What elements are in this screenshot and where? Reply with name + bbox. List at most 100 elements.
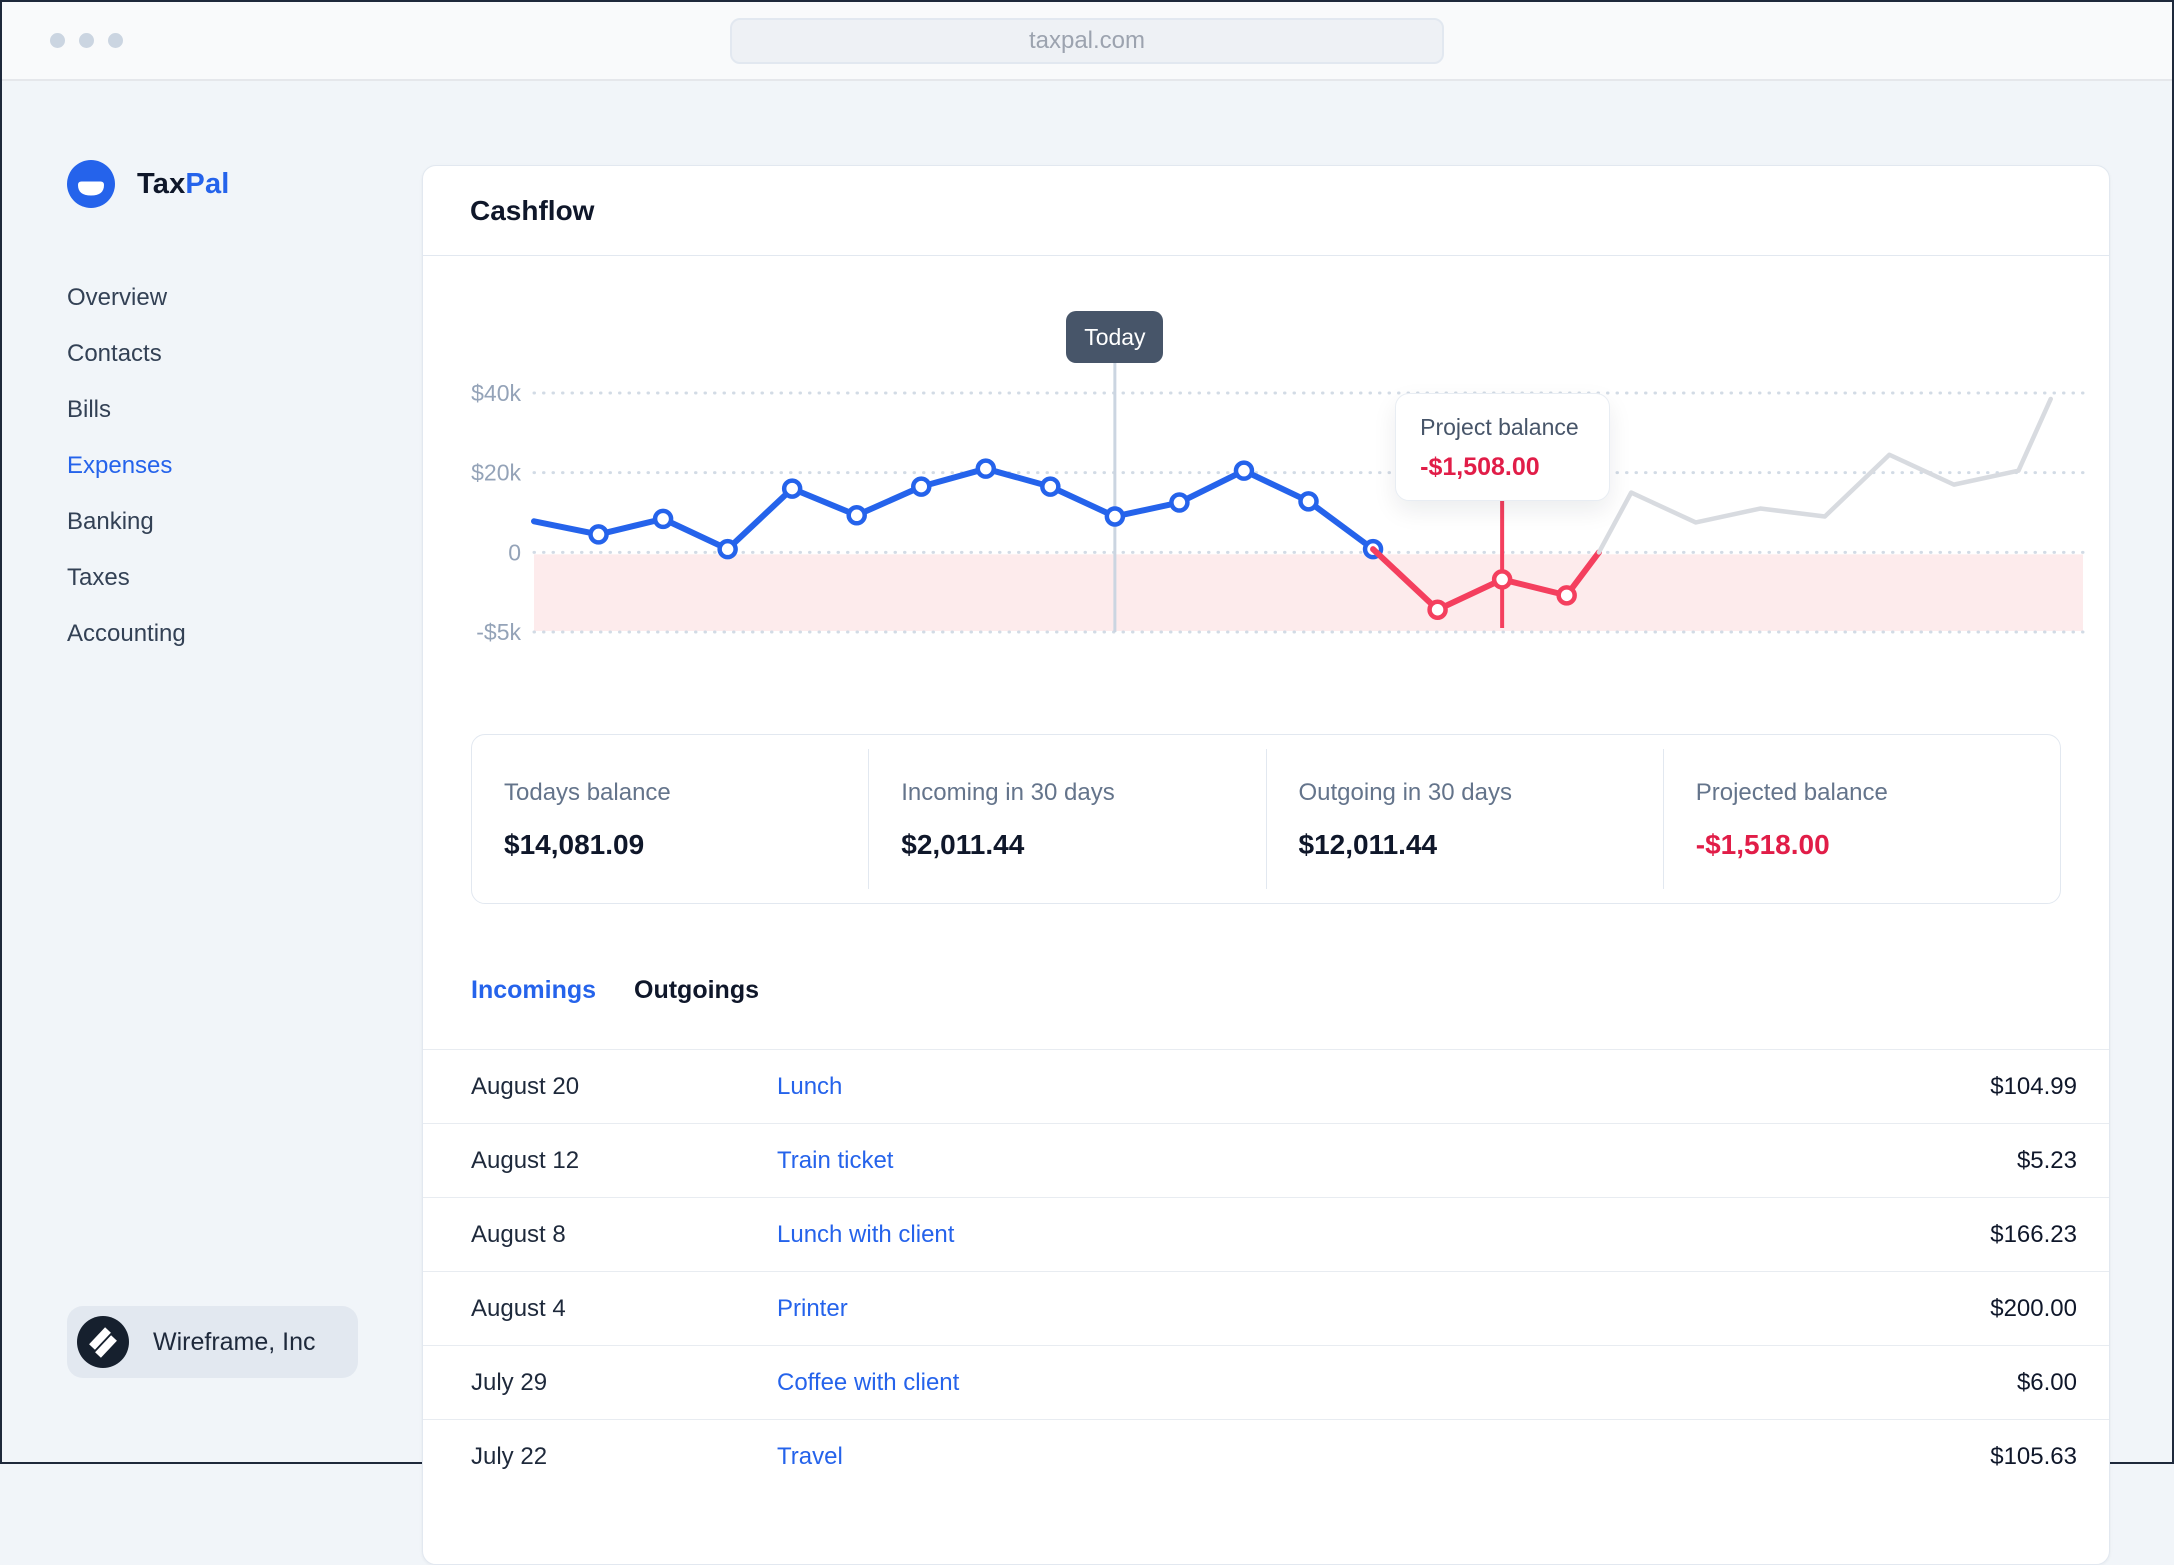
app-body: TaxPal Overview Contacts Bills Expenses Bank…: [2, 81, 2172, 1565]
taxpal-logo-icon: [67, 160, 115, 208]
stat-todays-balance: Todays balance $14,081.09: [472, 735, 868, 903]
sidebar-item-contacts[interactable]: Contacts: [67, 340, 162, 367]
sidebar-item-banking[interactable]: Banking: [67, 508, 154, 535]
cashflow-chart[interactable]: $40k $20k 0 -$5k Today Project balance -$1,…: [423, 256, 2109, 701]
address-bar[interactable]: taxpal.com: [730, 17, 1444, 64]
series-projected-balance: [1596, 396, 2053, 555]
tx-description-link[interactable]: Train ticket: [777, 1146, 894, 1174]
stat-value: $2,011.44: [901, 829, 1025, 860]
data-point-marker[interactable]: [652, 508, 674, 530]
main-content: Cashflow $40k $20k 0 -$5k Today Project bal…: [422, 81, 2172, 1565]
tab-incomings[interactable]: Incomings: [471, 976, 597, 1004]
tab-outgoings[interactable]: Outgoings: [634, 976, 759, 1004]
sidebar-item-taxes[interactable]: Taxes: [67, 564, 130, 591]
tooltip-value: -$1,508.00: [1420, 453, 1540, 481]
data-point-marker[interactable]: [717, 538, 738, 560]
window-controls[interactable]: [50, 33, 123, 48]
stat-value: $14,081.09: [504, 829, 645, 860]
data-point-marker[interactable]: [588, 524, 609, 545]
tx-description-link[interactable]: Coffee with client: [777, 1368, 960, 1396]
brand-name-secondary: Pal: [185, 167, 230, 200]
negative-band: [534, 554, 2083, 631]
table-row: July 22 Travel $105.63: [423, 1419, 2109, 1493]
org-name: Wireframe, Inc: [153, 1327, 316, 1356]
tx-amount: $166.23: [1990, 1220, 2077, 1248]
tx-amount: $200.00: [1990, 1294, 2077, 1322]
data-point-marker[interactable]: [781, 478, 803, 499]
stat-outgoing-in-30-days: Outgoing in 30 days $12,011.44: [1265, 749, 1663, 889]
cashflow-card: Cashflow $40k $20k 0 -$5k Today Project bal…: [422, 165, 2110, 1565]
tx-date: August 12: [471, 1146, 580, 1174]
brand[interactable]: TaxPal: [67, 160, 422, 208]
window-dot-icon[interactable]: [79, 33, 94, 48]
data-point-marker[interactable]: [1233, 460, 1255, 481]
browser-bar: taxpal.com: [2, 2, 2172, 81]
data-point-marker[interactable]: [846, 505, 867, 526]
data-point-marker[interactable]: [1298, 491, 1319, 512]
tx-description-link[interactable]: Lunch with client: [777, 1220, 955, 1248]
table-row: August 20 Lunch $104.99: [423, 1049, 2109, 1123]
tooltip-label: Project balance: [1420, 414, 1579, 440]
tx-amount: $104.99: [1990, 1072, 2077, 1100]
chart-canvas: $40k $20k 0 -$5k: [471, 363, 2085, 645]
tx-date: August 20: [471, 1072, 580, 1100]
table-row: July 29 Coffee with client $6.00: [423, 1345, 2109, 1419]
sidebar-nav: Overview Contacts Bills Expenses Banking Taxe…: [67, 270, 422, 662]
y-axis-label: -$5k: [476, 619, 521, 645]
y-axis-label: $20k: [471, 460, 521, 486]
table-row: August 8 Lunch with client $166.23: [423, 1197, 2109, 1271]
y-axis-label: $40k: [471, 380, 521, 406]
data-point-marker[interactable]: [1104, 506, 1126, 527]
brand-name-primary: Tax: [137, 167, 186, 200]
data-point-marker[interactable]: [1491, 569, 1513, 590]
data-point-marker[interactable]: [911, 476, 932, 497]
stat-label: Todays balance: [504, 779, 671, 806]
tx-date: July 22: [471, 1442, 548, 1470]
today-marker-label: Today: [1084, 323, 1146, 350]
stat-label: Outgoing in 30 days: [1298, 779, 1512, 806]
tx-description-link[interactable]: Lunch: [777, 1072, 843, 1100]
org-logo-icon: [77, 1316, 129, 1368]
transactions-tabs: Incomings Outgoings: [423, 976, 2109, 1005]
stat-label: Projected balance: [1695, 779, 1888, 806]
projected-balance-tooltip: Project balance -$1,508.00: [1395, 393, 1611, 501]
window-dot-icon[interactable]: [108, 33, 123, 48]
today-marker-badge: Today: [1066, 311, 1164, 363]
tx-amount: $105.63: [1990, 1442, 2077, 1470]
org-switcher[interactable]: Wireframe, Inc: [67, 1306, 358, 1378]
sidebar-item-bills[interactable]: Bills: [67, 396, 112, 423]
stat-value: -$1,518.00: [1695, 829, 1830, 860]
window-dot-icon[interactable]: [50, 33, 65, 48]
tx-amount: $5.23: [2016, 1146, 2077, 1174]
table-row: August 12 Train ticket $5.23: [423, 1123, 2109, 1197]
sidebar-item-expenses[interactable]: Expenses: [67, 452, 173, 479]
stat-value: $12,011.44: [1298, 829, 1438, 860]
tx-amount: $6.00: [2016, 1368, 2077, 1396]
stat-projected-balance: Projected balance -$1,518.00: [1662, 749, 2060, 889]
table-row: August 4 Printer $200.00: [423, 1271, 2109, 1345]
sidebar: TaxPal Overview Contacts Bills Expenses Bank…: [2, 81, 422, 1464]
data-point-marker[interactable]: [1169, 492, 1190, 513]
data-point-marker[interactable]: [975, 458, 997, 479]
brand-name: TaxPal: [137, 168, 230, 201]
summary-stats: Todays balance $14,081.09 Incoming in 30 d…: [471, 734, 2061, 904]
sidebar-item-overview[interactable]: Overview: [67, 284, 168, 311]
tx-description-link[interactable]: Travel: [777, 1442, 843, 1470]
y-axis-label: 0: [508, 539, 521, 565]
transactions-table: August 20 Lunch $104.99 August 12 Train tick…: [423, 1049, 2109, 1493]
sidebar-item-accounting[interactable]: Accounting: [67, 620, 186, 647]
stat-label: Incoming in 30 days: [901, 779, 1115, 806]
data-point-marker[interactable]: [1556, 585, 1577, 606]
page-title: Cashflow: [470, 194, 595, 226]
data-point-marker[interactable]: [1427, 599, 1448, 620]
stat-incoming-in-30-days: Incoming in 30 days $2,011.44: [868, 749, 1265, 889]
data-point-marker[interactable]: [1040, 476, 1061, 497]
tx-date: August 4: [471, 1294, 566, 1322]
card-header: Cashflow: [423, 166, 2109, 256]
tx-description-link[interactable]: Printer: [777, 1294, 848, 1322]
tx-date: July 29: [471, 1368, 548, 1396]
series-actual-balance: [531, 465, 1377, 553]
address-bar-url: taxpal.com: [1028, 26, 1146, 54]
tx-date: August 8: [471, 1220, 566, 1248]
